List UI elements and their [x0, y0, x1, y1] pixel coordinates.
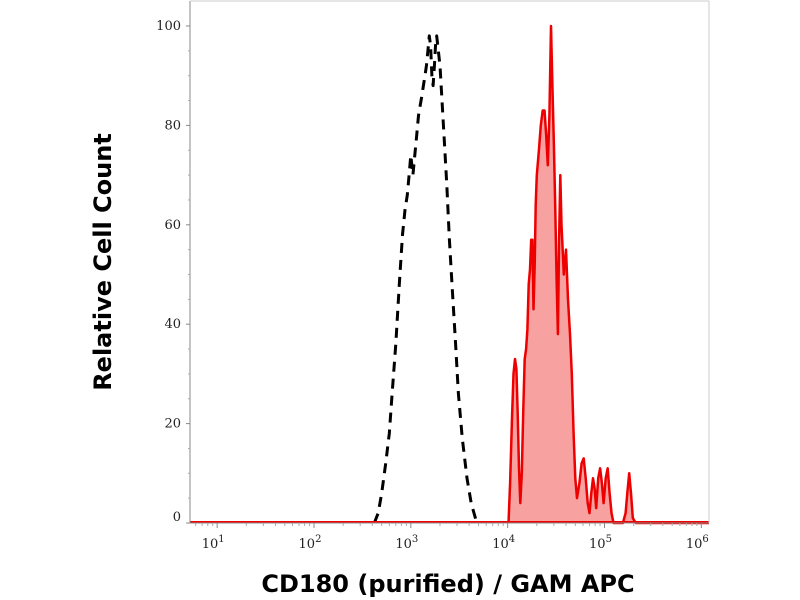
series-1-fill: [508, 26, 709, 523]
series-1-line: [507, 24, 709, 525]
x-tick-label: 104: [492, 534, 515, 552]
x-tick-label: 103: [395, 534, 418, 552]
x-tick-label: 105: [589, 534, 612, 552]
axis-layer: [189, 0, 710, 524]
y-tick-label: 40: [164, 317, 181, 332]
x-tick-label: 106: [686, 534, 709, 552]
y-tick-label: 100: [156, 19, 181, 34]
x-axis-title: CD180 (purified) / GAM APC: [261, 570, 634, 598]
series-layer: [190, 24, 709, 525]
y-tick-label: 20: [164, 417, 181, 432]
x-tick-label: 101: [202, 534, 225, 552]
tick-layer: 0 20 40 60 80 100 101 102 103 104 105 106: [156, 19, 709, 552]
y-axis-title: Relative Cell Count: [89, 133, 117, 391]
y-tick-label: 60: [164, 218, 181, 233]
x-tick-label: 102: [299, 534, 322, 552]
y-tick-label: 80: [164, 118, 181, 133]
y-tick-label: 0: [173, 510, 181, 525]
series-0-line: [372, 34, 479, 524]
